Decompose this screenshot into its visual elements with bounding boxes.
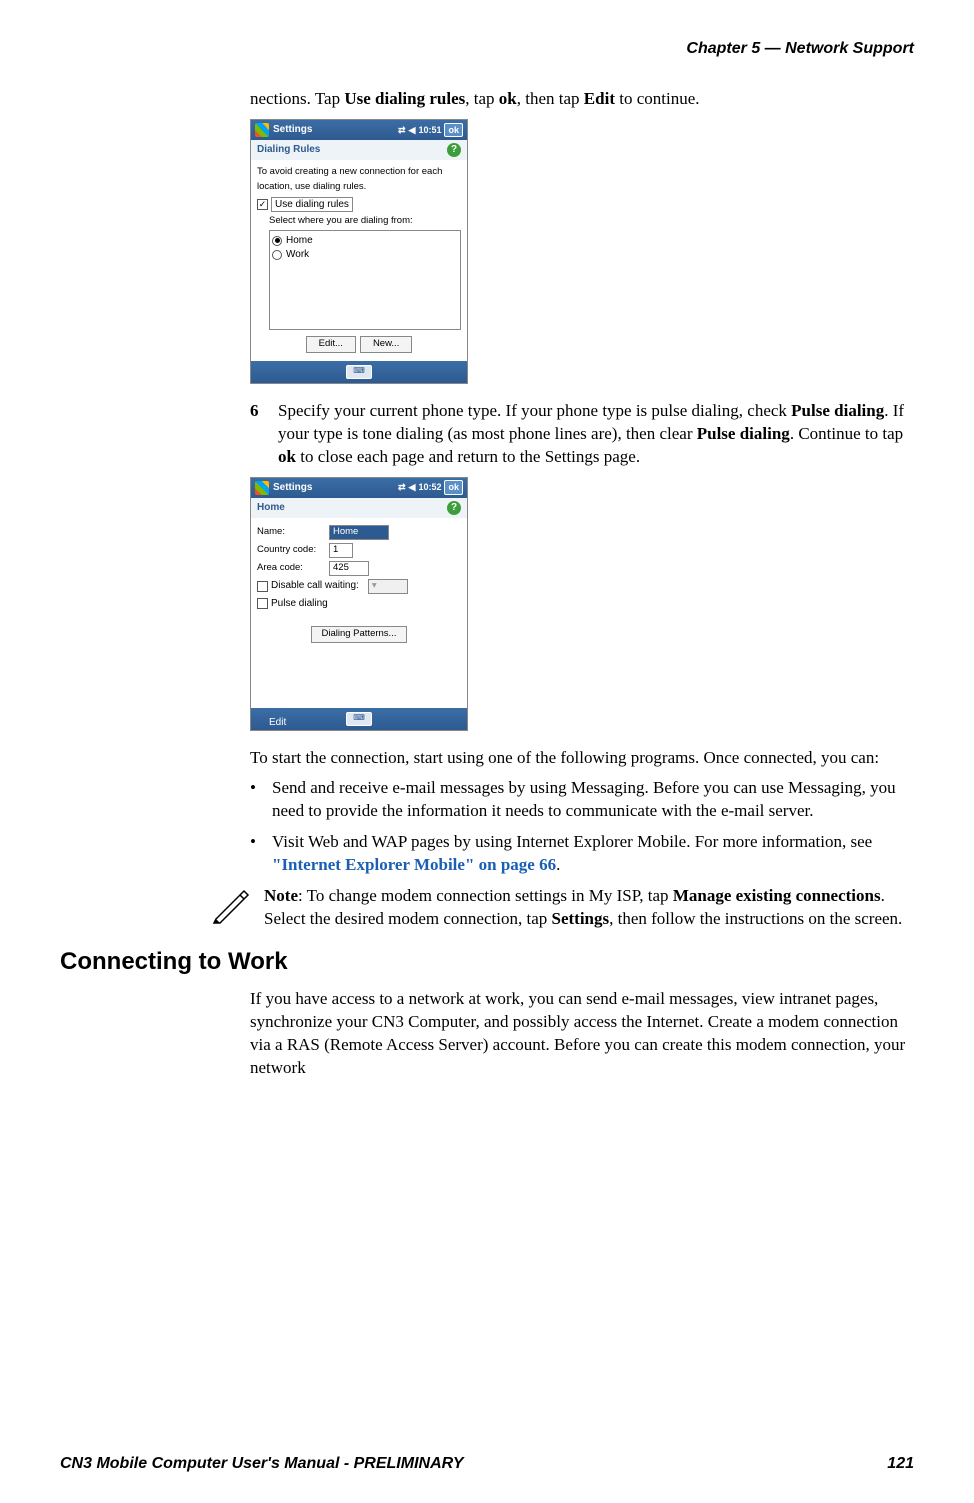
screenshot-home-settings: Settings ⇄ ◀ 10:52 ok Home ? Name: Home …	[250, 477, 468, 731]
work-content: If you have access to a network at work,…	[250, 988, 914, 1080]
bullet-2-text: Visit Web and WAP pages by using Interne…	[272, 831, 914, 877]
ss2-name-input[interactable]: Home	[329, 525, 389, 540]
ss2-cw-dropdown[interactable]: ▾	[368, 579, 408, 594]
step-6-number: 6	[250, 400, 268, 469]
step-6-text: Specify your current phone type. If your…	[278, 400, 914, 469]
main-content: nections. Tap Use dialing rules, tap ok,…	[250, 88, 914, 877]
ss1-option-work[interactable]: Work	[272, 248, 458, 262]
footer-left: CN3 Mobile Computer User's Manual - PREL…	[60, 1455, 464, 1473]
windows-flag-icon	[255, 481, 269, 495]
ss2-pulse-checkbox[interactable]: Pulse dialing	[257, 597, 461, 611]
ss2-subtitle-bar: Home ?	[251, 498, 467, 518]
ss2-name-label: Name:	[257, 526, 325, 539]
ss2-area-label: Area code:	[257, 562, 325, 575]
ss2-titlebar: Settings ⇄ ◀ 10:52 ok	[251, 478, 467, 498]
bullet-1: • Send and receive e-mail messages by us…	[250, 777, 914, 823]
ss1-subtitle: Dialing Rules	[257, 143, 320, 157]
ss2-button-row: Dialing Patterns...	[257, 626, 461, 643]
after-screenshots-para: To start the connection, start using one…	[250, 747, 914, 770]
intro-paragraph: nections. Tap Use dialing rules, tap ok,…	[250, 88, 914, 111]
page-footer: CN3 Mobile Computer User's Manual - PREL…	[60, 1455, 914, 1473]
section-heading-connecting-to-work: Connecting to Work	[60, 948, 914, 976]
windows-flag-icon	[255, 123, 269, 137]
ss2-time: 10:52	[418, 481, 441, 493]
bullet-mark: •	[250, 831, 262, 877]
ss2-pulse-label: Pulse dialing	[271, 597, 328, 611]
step-6: 6 Specify your current phone type. If yo…	[250, 400, 914, 469]
ss2-ok-button[interactable]: ok	[444, 480, 463, 494]
ss1-msg1: To avoid creating a new connection for e…	[257, 166, 461, 179]
work-paragraph: If you have access to a network at work,…	[250, 988, 914, 1080]
ss2-disable-cw-label: Disable call waiting:	[271, 579, 359, 593]
page-header: Chapter 5 — Network Support	[60, 40, 914, 58]
ss1-bottombar: ⌨	[251, 361, 467, 383]
ss1-status-icons: ⇄ ◀ 10:51 ok	[398, 123, 463, 137]
radio-selected-icon	[272, 236, 282, 246]
ss2-disable-cw-checkbox[interactable]: Disable call waiting: ▾	[257, 579, 461, 594]
ie-mobile-link[interactable]: "Internet Explorer Mobile" on page 66	[272, 855, 556, 874]
note-text: Note: To change modem connection setting…	[264, 885, 914, 932]
ss2-body: Name: Home Country code: 1 Area code: 42…	[251, 518, 467, 708]
speaker-icon: ◀	[409, 124, 416, 136]
bullet-2: • Visit Web and WAP pages by using Inter…	[250, 831, 914, 877]
ss1-edit-button[interactable]: Edit...	[306, 336, 356, 353]
ss2-patterns-button[interactable]: Dialing Patterns...	[311, 626, 408, 643]
bullet-mark: •	[250, 777, 262, 823]
ss2-cc-input[interactable]: 1	[329, 543, 353, 558]
ss2-name-row: Name: Home	[257, 525, 461, 540]
ss1-msg2: location, use dialing rules.	[257, 181, 461, 194]
ss2-bottombar: Edit ⌨	[251, 708, 467, 730]
ss1-new-button[interactable]: New...	[360, 336, 412, 353]
footer-page-number: 121	[887, 1455, 914, 1473]
checkbox-unchecked-icon	[257, 598, 268, 609]
help-icon[interactable]: ?	[447, 143, 461, 157]
ss1-use-dialing-checkbox[interactable]: ✓ Use dialing rules	[257, 197, 461, 213]
ss1-ok-button[interactable]: ok	[444, 123, 463, 137]
ss2-cc-label: Country code:	[257, 544, 325, 557]
ss1-titlebar: Settings ⇄ ◀ 10:51 ok	[251, 120, 467, 140]
keyboard-icon[interactable]: ⌨	[346, 365, 372, 379]
ss1-title: Settings	[273, 123, 398, 137]
ss1-location-listbox[interactable]: Home Work	[269, 230, 461, 330]
screenshot-dialing-rules: Settings ⇄ ◀ 10:51 ok Dialing Rules ? To…	[250, 119, 468, 384]
ss1-option-home[interactable]: Home	[272, 234, 458, 248]
ss1-cb-label: Use dialing rules	[271, 197, 353, 213]
ss2-cc-row: Country code: 1	[257, 543, 461, 558]
bullet-1-text: Send and receive e-mail messages by usin…	[272, 777, 914, 823]
help-icon[interactable]: ?	[447, 501, 461, 515]
ss2-subtitle: Home	[257, 501, 285, 515]
ss2-area-input[interactable]: 425	[329, 561, 369, 576]
signal-icon: ⇄	[398, 481, 406, 493]
ss2-soft-edit[interactable]: Edit	[251, 716, 286, 730]
ss2-status-icons: ⇄ ◀ 10:52 ok	[398, 480, 463, 494]
checkbox-unchecked-icon	[257, 581, 268, 592]
ss1-button-row: Edit... New...	[257, 336, 461, 353]
chapter-label: Chapter 5 — Network Support	[686, 40, 914, 57]
keyboard-icon[interactable]: ⌨	[346, 712, 372, 726]
radio-unselected-icon	[272, 250, 282, 260]
ss1-select-label: Select where you are dialing from:	[269, 215, 461, 228]
signal-icon: ⇄	[398, 124, 406, 136]
ss2-area-row: Area code: 425	[257, 561, 461, 576]
ss1-subtitle-bar: Dialing Rules ?	[251, 140, 467, 160]
speaker-icon: ◀	[409, 481, 416, 493]
ss1-body: To avoid creating a new connection for e…	[251, 160, 467, 361]
note-icon	[210, 885, 250, 932]
ss1-time: 10:51	[418, 124, 441, 136]
checkbox-checked-icon: ✓	[257, 199, 268, 210]
ss2-title: Settings	[273, 481, 398, 495]
note-block: Note: To change modem connection setting…	[210, 885, 914, 932]
